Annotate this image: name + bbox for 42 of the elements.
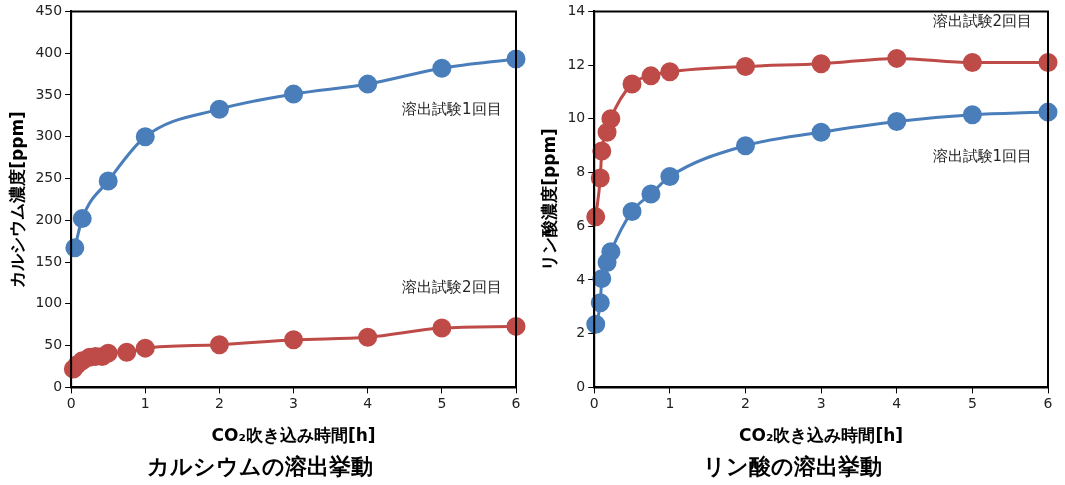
x-tick-label: 5 [967,395,977,412]
x-tick-label: 5 [437,395,447,412]
x-tick-label: 6 [511,395,521,412]
y-tick-label: 14 [567,2,586,19]
text: カルシウムの溶出挙動 [147,453,373,479]
y-tick-label: 12 [567,55,586,72]
x-tick-label: 4 [363,395,373,412]
x-tick-label: 1 [140,395,150,412]
y-tick-label: 50 [44,336,63,353]
y-tick-label: 350 [35,85,63,102]
x-tick-label: 0 [589,395,599,412]
x-tick-label: 3 [289,395,299,412]
y-tick-label: 0 [576,378,586,395]
x-tick-label: 2 [741,395,750,412]
x-tick-label: 4 [892,395,902,412]
x-tick-label: 2 [214,395,224,412]
y-tick-label: 300 [35,127,63,144]
series-label: 溶出試験1回目 [402,100,502,119]
y-tick-label: 6 [576,216,586,233]
y-axis-title: リン酸濃度[ppm] [538,128,559,271]
x-tick-label: 1 [665,395,675,412]
y-tick-label: 4 [576,270,586,287]
y-tick-label: 8 [576,163,586,180]
y-axis-title: カルシウム濃度[ppm] [6,111,27,288]
x-axis-title: CO₂吹き込み時間[h] [211,424,376,445]
y-tick-label: 2 [576,324,586,341]
series-label: 溶出試験2回目 [402,277,502,296]
y-tick-label: 200 [35,210,63,227]
y-tick-label: 100 [35,294,63,311]
x-tick-label: 3 [816,395,826,412]
y-tick-label: 0 [53,378,63,395]
y-tick-label: 400 [35,43,63,60]
x-tick-label: 0 [66,395,76,412]
y-tick-label: 250 [35,169,63,186]
y-tick-label: 10 [567,109,586,126]
series-label: 溶出試験2回目 [932,12,1033,31]
y-tick-label: 150 [35,252,63,269]
text: リン酸の溶出挙動 [702,453,882,479]
x-axis-title: CO₂吹き込み時間[h] [739,424,904,445]
series-label: 溶出試験1回目 [932,146,1033,165]
x-tick-label: 6 [1043,395,1053,412]
y-tick-label: 450 [35,2,63,19]
